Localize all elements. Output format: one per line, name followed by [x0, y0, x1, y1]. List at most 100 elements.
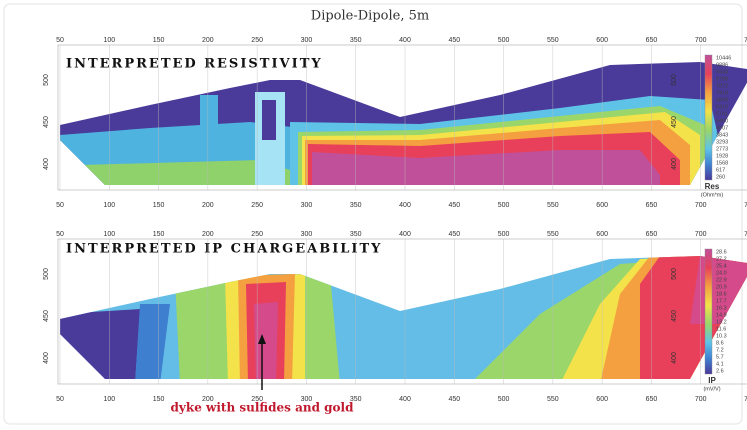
x-tick-label: 300	[301, 37, 313, 44]
y-tick-label: 400	[43, 158, 50, 170]
x-tick-label: 500	[498, 231, 510, 238]
x-tick-label: 100	[103, 231, 115, 238]
colorbar-label: 4.1	[716, 361, 724, 367]
colorbar-title: Res	[705, 182, 720, 191]
x-tick-label: 200	[202, 231, 214, 238]
x-tick-label: 750	[744, 231, 747, 238]
colorbar-label: 1568	[716, 160, 728, 166]
colorbar-label: 5.7	[716, 354, 724, 360]
x-tick-label: 450	[448, 396, 460, 403]
colorbar-label: 11.6	[716, 326, 726, 332]
panel-title-box	[62, 54, 298, 72]
panel-title: INTERPRETED IP CHARGEABILITY	[66, 242, 382, 257]
x-tick-label: 150	[153, 202, 165, 209]
x-tick-label: 50	[56, 231, 64, 238]
x-tick-label: 550	[547, 202, 559, 209]
x-tick-label: 100	[103, 37, 115, 44]
colorbar-label: 6868	[716, 97, 728, 103]
colorbar-label: 5400	[716, 118, 728, 124]
colorbar-label: 2773	[716, 146, 728, 152]
x-tick-label: 400	[399, 37, 411, 44]
x-tick-label: 250	[251, 202, 263, 209]
x-tick-label: 500	[498, 37, 510, 44]
colorbar-label: 17.7	[716, 298, 727, 304]
y-tick-label: 450	[43, 310, 50, 322]
x-tick-label: 700	[695, 396, 707, 403]
x-tick-label: 100	[103, 396, 115, 403]
y-tick-label: 400	[671, 352, 678, 364]
x-tick-label: 200	[202, 396, 214, 403]
x-tick-label: 700	[695, 37, 707, 44]
colorbar-label: 13.2	[716, 319, 727, 325]
colorbar-unit: (mV/V)	[703, 386, 720, 392]
figure-title: Dipole-Dipole, 5m	[311, 9, 429, 24]
x-tick-label: 100	[103, 202, 115, 209]
x-tick-label: 600	[596, 202, 608, 209]
panel-frame	[57, 238, 747, 385]
x-tick-label: 400	[399, 396, 411, 403]
resistivity-section	[60, 62, 747, 185]
x-tick-label: 150	[153, 231, 165, 238]
colorbar-label: 9444	[716, 69, 728, 75]
colorbar-label: 16.3	[716, 305, 727, 311]
colorbar-label: 24.0	[716, 270, 727, 276]
colorbar-label: 7418	[716, 90, 728, 96]
x-tick-label: 50	[56, 396, 64, 403]
y-tick-label: 450	[43, 116, 50, 128]
resistivity-panel: INTERPRETED RESISTIVITY 50 50 100 100 150 150…	[43, 37, 747, 209]
panel-title-box	[62, 240, 344, 258]
colorbar-label: 25.4	[716, 263, 727, 269]
colorbar-label: 10.3	[716, 333, 727, 339]
x-tick-label: 600	[596, 231, 608, 238]
colorbar-label: 5761	[716, 111, 728, 117]
colorbar-label: 8788	[716, 76, 728, 82]
x-tick-label: 400	[399, 202, 411, 209]
x-tick-label: 350	[350, 231, 362, 238]
colorbar	[704, 248, 713, 375]
y-tick-label: 400	[671, 158, 678, 170]
panel-title: INTERPRETED RESISTIVITY	[66, 57, 323, 72]
x-tick-label: 300	[301, 396, 313, 403]
y-tick-label: 400	[43, 352, 50, 364]
x-tick-label: 550	[547, 396, 559, 403]
colorbar-label: 617	[716, 167, 725, 173]
colorbar-label: 7872	[716, 83, 728, 89]
x-tick-label: 350	[350, 37, 362, 44]
x-tick-label: 150	[153, 37, 165, 44]
x-tick-label: 500	[498, 202, 510, 209]
x-tick-label: 650	[646, 37, 658, 44]
x-tick-label: 600	[596, 396, 608, 403]
x-tick-label: 350	[350, 202, 362, 209]
x-tick-label: 300	[301, 202, 313, 209]
annotation: dyke with sulfides and gold	[171, 401, 355, 415]
x-tick-label: 700	[695, 231, 707, 238]
x-tick-label: 450	[448, 231, 460, 238]
x-tick-label: 650	[646, 202, 658, 209]
x-tick-label: 250	[251, 231, 263, 238]
colorbar-label: 14.9	[716, 312, 727, 318]
x-tick-label: 150	[153, 396, 165, 403]
colorbar-label: 27.2	[716, 256, 727, 262]
x-tick-label: 250	[251, 396, 263, 403]
colorbar-unit: (Ohm*m)	[701, 192, 723, 198]
colorbar-label: 22.9	[716, 277, 727, 283]
x-tick-label: 550	[547, 231, 559, 238]
colorbar-label: 260	[716, 174, 725, 180]
x-tick-label: 550	[547, 37, 559, 44]
colorbar-label: 10446	[716, 55, 731, 61]
colorbar-label: 8.6	[716, 340, 724, 346]
y-tick-label: 500	[671, 74, 678, 86]
y-tick-label: 500	[43, 268, 50, 280]
y-tick-label: 500	[671, 268, 678, 280]
x-tick-label: 200	[202, 202, 214, 209]
x-tick-label: 700	[695, 202, 707, 209]
colorbar-label: 4907	[716, 125, 728, 131]
x-tick-label: 600	[596, 37, 608, 44]
x-tick-label: 750	[744, 37, 747, 44]
ip-section	[60, 256, 747, 379]
figure-frame	[3, 3, 743, 425]
colorbar-label: 9886	[716, 62, 728, 68]
x-tick-label: 500	[498, 396, 510, 403]
x-tick-label: 400	[399, 231, 411, 238]
